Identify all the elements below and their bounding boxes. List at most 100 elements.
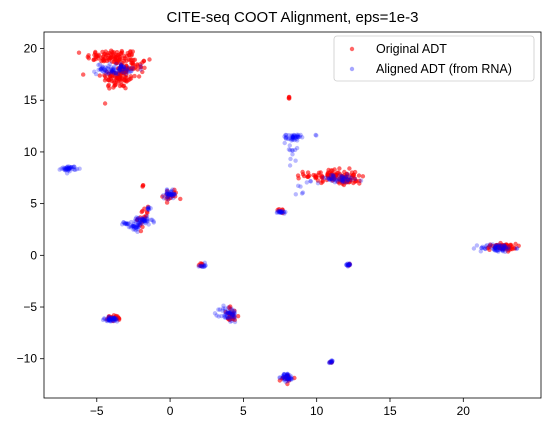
data-point: [280, 375, 285, 381]
data-point: [500, 248, 505, 253]
data-point: [118, 63, 124, 68]
y-tick-label: 15: [24, 93, 38, 107]
data-point: [164, 191, 170, 196]
data-point: [109, 68, 114, 73]
data-point: [145, 218, 150, 224]
data-point: [491, 247, 496, 252]
data-point: [165, 194, 170, 199]
data-point: [304, 180, 309, 185]
data-point: [478, 249, 483, 254]
data-point: [113, 72, 119, 77]
data-point: [118, 68, 123, 73]
data-point: [282, 376, 287, 381]
data-point: [488, 245, 493, 250]
data-point: [228, 311, 233, 316]
data-point: [112, 316, 117, 321]
data-point: [358, 178, 364, 183]
data-point: [111, 66, 117, 71]
data-point: [106, 317, 111, 322]
data-point: [493, 243, 498, 248]
data-point: [112, 316, 117, 321]
data-point: [280, 375, 285, 380]
data-point: [144, 213, 150, 219]
data-point: [336, 176, 342, 182]
data-point: [282, 134, 287, 139]
data-point: [125, 221, 130, 226]
data-point: [99, 66, 105, 71]
data-point: [64, 165, 69, 171]
data-point: [229, 312, 234, 317]
data-point: [295, 134, 301, 140]
data-point: [340, 179, 345, 185]
data-point: [292, 137, 297, 143]
data-point: [294, 136, 299, 141]
data-point: [337, 173, 342, 178]
data-point: [101, 69, 106, 74]
data-point: [225, 310, 231, 315]
data-point: [99, 66, 104, 71]
data-point: [212, 311, 218, 316]
data-point: [125, 221, 130, 226]
data-point: [132, 226, 137, 231]
data-point: [226, 316, 231, 321]
data-point: [277, 375, 282, 380]
data-point: [121, 66, 126, 72]
data-point: [285, 375, 290, 380]
data-point: [129, 68, 134, 74]
data-point: [131, 223, 137, 228]
data-point: [118, 64, 123, 70]
data-point: [228, 319, 233, 324]
data-point: [137, 217, 143, 222]
data-point: [96, 67, 101, 73]
data-point: [344, 263, 350, 268]
data-point: [106, 317, 112, 322]
data-point: [285, 372, 290, 377]
data-point: [103, 68, 108, 73]
data-point: [96, 56, 101, 61]
data-point: [340, 178, 346, 183]
data-point: [135, 223, 140, 228]
data-point: [77, 166, 82, 171]
data-point: [137, 223, 143, 228]
data-point: [331, 173, 336, 178]
data-point: [72, 167, 77, 172]
data-point: [127, 69, 132, 75]
data-point: [148, 206, 153, 211]
data-point: [138, 221, 143, 227]
data-point: [109, 318, 114, 324]
data-point: [348, 177, 354, 183]
data-point: [172, 191, 178, 197]
data-point: [277, 208, 282, 214]
data-point: [171, 192, 176, 197]
data-point: [66, 166, 71, 171]
data-point: [479, 245, 484, 251]
data-point: [112, 315, 117, 321]
data-point: [483, 246, 488, 252]
data-point: [106, 71, 111, 77]
data-point: [337, 181, 342, 186]
data-point: [494, 242, 500, 248]
data-point: [285, 381, 290, 387]
data-point: [326, 177, 332, 182]
data-point: [496, 245, 501, 250]
data-point: [216, 314, 221, 319]
data-point: [132, 218, 137, 224]
data-point: [164, 200, 170, 205]
data-point: [231, 312, 237, 317]
data-point: [305, 174, 310, 179]
data-point: [283, 132, 288, 138]
y-tick-label: 0: [30, 248, 37, 262]
data-point: [102, 68, 108, 73]
data-point: [503, 249, 508, 254]
data-point: [343, 175, 349, 180]
data-point: [328, 173, 334, 178]
data-point: [117, 66, 122, 72]
x-tick-label: 0: [167, 404, 174, 418]
data-point: [165, 195, 170, 200]
data-point: [282, 371, 287, 377]
data-point: [122, 221, 128, 226]
data-point: [287, 163, 293, 168]
data-point: [108, 65, 114, 70]
data-point: [129, 60, 135, 66]
data-point: [102, 68, 107, 73]
